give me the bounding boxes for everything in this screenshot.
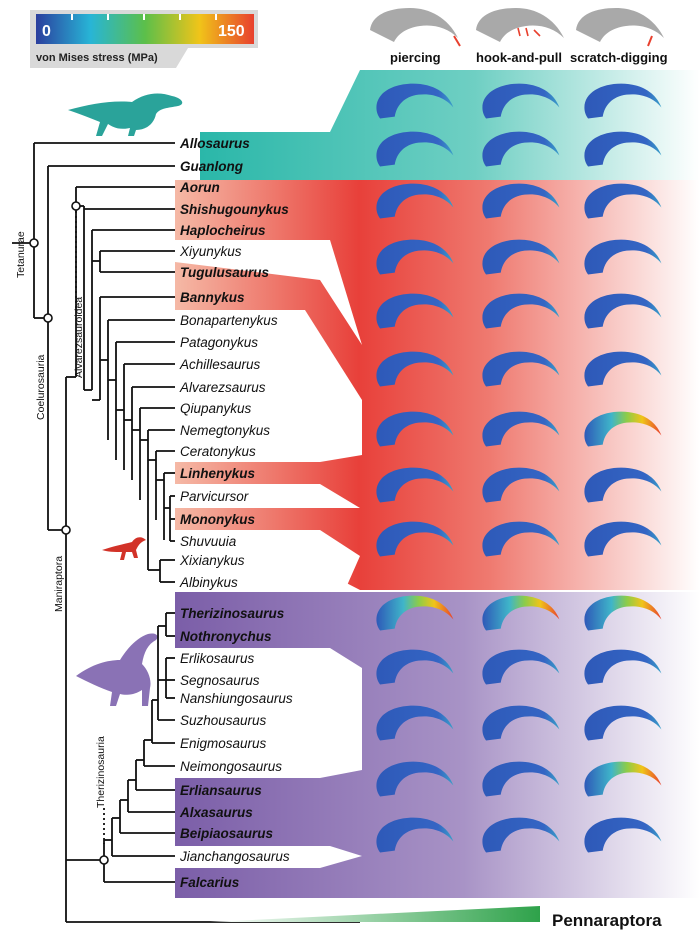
taxon-label: Ceratonykus xyxy=(180,444,256,459)
stress-legend: 0 150 von Mises stress (MPa) xyxy=(30,10,258,68)
taxon-label: Therizinosaurus xyxy=(180,606,285,621)
column-headers: piercing hook-and-pull scratch-digging xyxy=(370,8,668,65)
taxon-label: Nemegtonykus xyxy=(180,423,270,438)
column-header-scratch-digging: scratch-digging xyxy=(570,50,668,65)
taxon-label: Nanshiungosaurus xyxy=(180,691,293,706)
taxon-label: Linhenykus xyxy=(180,466,256,481)
phylogenetic-tree xyxy=(12,142,360,923)
taxon-label: Mononykus xyxy=(180,512,255,527)
taxon-label: Achillesaurus xyxy=(179,357,261,372)
taxon-label: Neimongosaurus xyxy=(180,759,282,774)
clade-label-coelurosauria: Coelurosauria xyxy=(35,354,47,420)
taxon-label: Guanlong xyxy=(180,159,244,174)
column-header-hook-and-pull: hook-and-pull xyxy=(476,50,562,65)
therizinosaur-silhouette xyxy=(76,633,158,706)
taxon-label: Bannykus xyxy=(180,290,245,305)
taxon-label: Bonapartenykus xyxy=(180,313,278,328)
taxon-label: Beipiaosaurus xyxy=(180,826,274,841)
taxon-label: Suzhousaurus xyxy=(180,713,267,728)
taxon-label: Parvicursor xyxy=(180,489,249,504)
taxon-label: Shuvuuia xyxy=(180,534,237,549)
clade-label-tetanurae: Tetanurae xyxy=(15,231,27,278)
taxon-label: Xixianykus xyxy=(179,553,245,568)
taxon-label: Qiupanykus xyxy=(180,401,252,416)
clade-label-therizinosauria: Therizinosauria xyxy=(95,736,107,808)
color-bar-max-label: 150 xyxy=(218,23,245,40)
taxon-labels: Allosaurus Guanlong Aorun Shishugounykus Hap… xyxy=(179,136,293,890)
allosaur-silhouette xyxy=(68,93,183,136)
color-bar-min-label: 0 xyxy=(42,23,51,40)
taxon-label: Alvarezsaurus xyxy=(179,380,266,395)
taxon-label: Aorun xyxy=(179,180,220,195)
taxon-label: Enigmosaurus xyxy=(180,736,267,751)
taxon-label: Erlikosaurus xyxy=(180,651,255,666)
clade-label-pennaraptora: Pennaraptora xyxy=(552,911,662,930)
teal-band xyxy=(200,70,700,180)
scratch-digging-claw-icon xyxy=(576,8,664,47)
taxon-label: Jianchangosaurus xyxy=(179,849,290,864)
taxon-label: Shishugounykus xyxy=(180,202,289,217)
taxon-label: Erliansaurus xyxy=(180,783,262,798)
taxon-label: Tugulusaurus xyxy=(180,265,270,280)
taxon-label: Segnosaurus xyxy=(180,673,260,688)
clade-label-alvarezsauroidea: Alvarezsauroidea xyxy=(73,297,85,378)
taxon-label: Albinykus xyxy=(179,575,238,590)
clade-label-maniraptora: Maniraptora xyxy=(53,556,65,612)
clade-bands xyxy=(175,70,700,898)
taxon-label: Nothronychus xyxy=(180,629,272,644)
pennaraptora-wedge: Pennaraptora xyxy=(210,906,662,930)
taxon-label: Allosaurus xyxy=(179,136,250,151)
hook-and-pull-claw-icon xyxy=(476,8,564,42)
taxon-label: Patagonykus xyxy=(180,335,258,350)
taxon-label: Alxasaurus xyxy=(179,805,253,820)
taxon-label: Haplocheirus xyxy=(180,223,266,238)
piercing-claw-icon xyxy=(370,8,461,47)
alvarezsaur-silhouette xyxy=(102,537,146,560)
taxon-label: Xiyunykus xyxy=(179,244,242,259)
color-bar-caption: von Mises stress (MPa) xyxy=(36,52,158,64)
column-header-piercing: piercing xyxy=(390,50,441,65)
taxon-label: Falcarius xyxy=(180,875,240,890)
